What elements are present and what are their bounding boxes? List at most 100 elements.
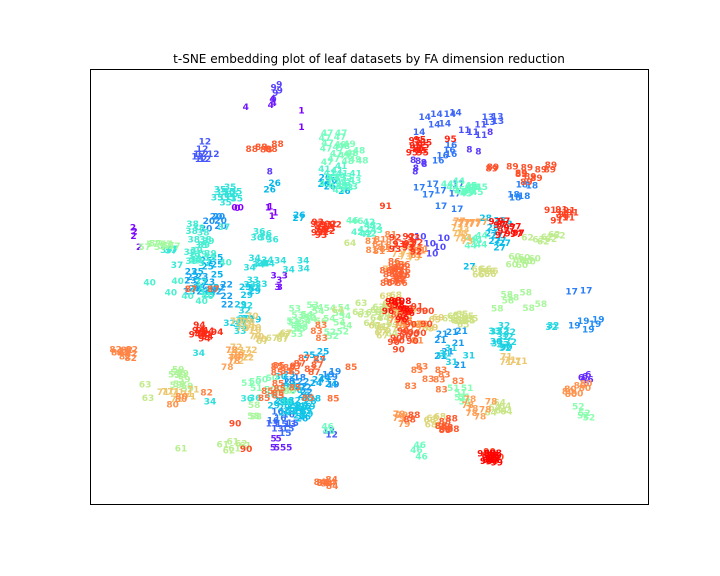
data-point-label: 62 — [532, 236, 545, 246]
data-point-label: 17 — [422, 191, 435, 201]
data-point-label: 85 — [272, 379, 285, 389]
data-point-label: 34 — [262, 259, 275, 269]
data-point-label: 6 — [578, 373, 584, 383]
data-point-label: 65 — [463, 316, 476, 326]
data-point-label: 98 — [480, 457, 493, 467]
data-point-label: 33 — [236, 316, 249, 326]
data-point-label: 91 — [379, 202, 392, 212]
data-point-label: 73 — [461, 237, 474, 247]
data-point-label: 61 — [227, 438, 240, 448]
data-point-label: 89 — [544, 165, 557, 175]
data-point-label: 92 — [315, 222, 328, 232]
data-point-label: 44 — [446, 183, 459, 193]
data-point-label: 35 — [226, 190, 239, 200]
data-point-label: 46 — [323, 427, 336, 437]
data-point-label: 77 — [463, 219, 476, 229]
data-point-label: 19 — [589, 320, 602, 330]
data-point-label: 22 — [220, 281, 233, 291]
data-point-label: 78 — [465, 409, 478, 419]
data-point-label: 99 — [489, 452, 502, 462]
data-point-label: 80 — [574, 382, 587, 392]
data-point-label: 31 — [445, 358, 458, 368]
data-point-label: 88 — [439, 418, 452, 428]
data-point-label: 19 — [577, 317, 590, 327]
data-point-label: 87 — [308, 368, 321, 378]
data-point-label: 83 — [315, 321, 328, 331]
data-point-label: 29 — [249, 316, 262, 326]
data-point-label: 85 — [271, 369, 284, 379]
data-point-label: 79 — [401, 414, 414, 424]
data-point-label: 92 — [402, 232, 415, 242]
data-point-label: 80 — [175, 395, 188, 405]
data-point-label: 39 — [185, 257, 198, 267]
data-point-label: 1 — [267, 202, 273, 212]
data-point-label: 79 — [411, 320, 424, 330]
data-point-label: 82 — [117, 349, 130, 359]
data-point-label: 52 — [577, 412, 590, 422]
data-point-label: 73 — [457, 225, 470, 235]
data-point-label: 44 — [475, 241, 488, 251]
data-point-label: 80 — [166, 400, 179, 410]
data-point-label: 20 — [214, 216, 227, 226]
data-point-label: 61 — [217, 440, 230, 450]
data-point-label: 18 — [507, 191, 520, 201]
data-point-label: 99 — [491, 459, 504, 469]
data-point-label: 81 — [414, 246, 427, 256]
data-point-label: 27 — [494, 236, 507, 246]
data-point-label: 32 — [545, 323, 558, 333]
data-point-label: 59 — [173, 380, 186, 390]
data-point-label: 66 — [484, 270, 497, 280]
data-point-label: 15 — [279, 429, 292, 439]
data-point-label: 45 — [460, 189, 473, 199]
data-point-label: 29 — [301, 410, 314, 420]
data-point-label: 22 — [209, 288, 222, 298]
data-point-label: 90 — [407, 330, 420, 340]
data-point-label: 65 — [450, 316, 463, 326]
data-point-label: 47 — [334, 133, 347, 143]
data-point-label: 33 — [247, 276, 260, 286]
data-point-label: 95 — [409, 142, 422, 152]
data-point-label: 99 — [484, 449, 497, 459]
data-point-label: 0 — [231, 203, 237, 213]
data-point-label: 22 — [221, 300, 234, 310]
data-point-label: 35 — [223, 194, 236, 204]
data-point-label: 65 — [442, 315, 455, 325]
data-point-label: 84 — [316, 479, 329, 489]
data-point-label: 18 — [509, 193, 522, 203]
data-point-label: 81 — [410, 251, 423, 261]
data-point-label: 44 — [441, 180, 454, 190]
data-point-label: 63 — [372, 303, 385, 313]
data-point-label: 19 — [325, 373, 338, 383]
data-point-label: 6 — [580, 376, 586, 386]
data-point-label: 53 — [291, 311, 304, 321]
data-point-label: 70 — [249, 323, 262, 333]
data-point-label: 72 — [228, 351, 241, 361]
data-point-label: 71 — [509, 358, 522, 368]
data-point-label: 96 — [402, 309, 415, 319]
data-point-label: 46 — [415, 453, 428, 463]
data-point-label: 20 — [203, 217, 216, 227]
data-point-label: 51 — [250, 384, 263, 394]
data-point-label: 21 — [446, 328, 459, 338]
data-point-label: 87 — [387, 279, 400, 289]
data-point-label: 88 — [408, 411, 421, 421]
data-point-label: 29 — [300, 406, 313, 416]
data-point-label: 5 — [270, 435, 276, 445]
data-point-label: 73 — [452, 229, 465, 239]
data-point-label: 31 — [445, 344, 458, 354]
data-point-label: 94 — [194, 329, 207, 339]
data-point-label: 62 — [548, 231, 561, 241]
data-point-label: 12 — [325, 430, 338, 440]
data-point-label: 33 — [233, 320, 246, 330]
data-point-label: 10 — [438, 234, 451, 244]
data-point-label: 17 — [434, 187, 447, 197]
data-point-label: 92 — [411, 239, 424, 249]
data-point-label: 46 — [351, 217, 364, 227]
data-point-label: 82 — [125, 349, 138, 359]
data-point-label: 57 — [160, 240, 173, 250]
data-point-label: 50 — [266, 374, 279, 384]
data-point-label: 99 — [482, 456, 495, 466]
data-point-label: 73 — [459, 234, 472, 244]
data-point-label: 47 — [330, 149, 343, 159]
data-point-label: 29 — [239, 283, 252, 293]
